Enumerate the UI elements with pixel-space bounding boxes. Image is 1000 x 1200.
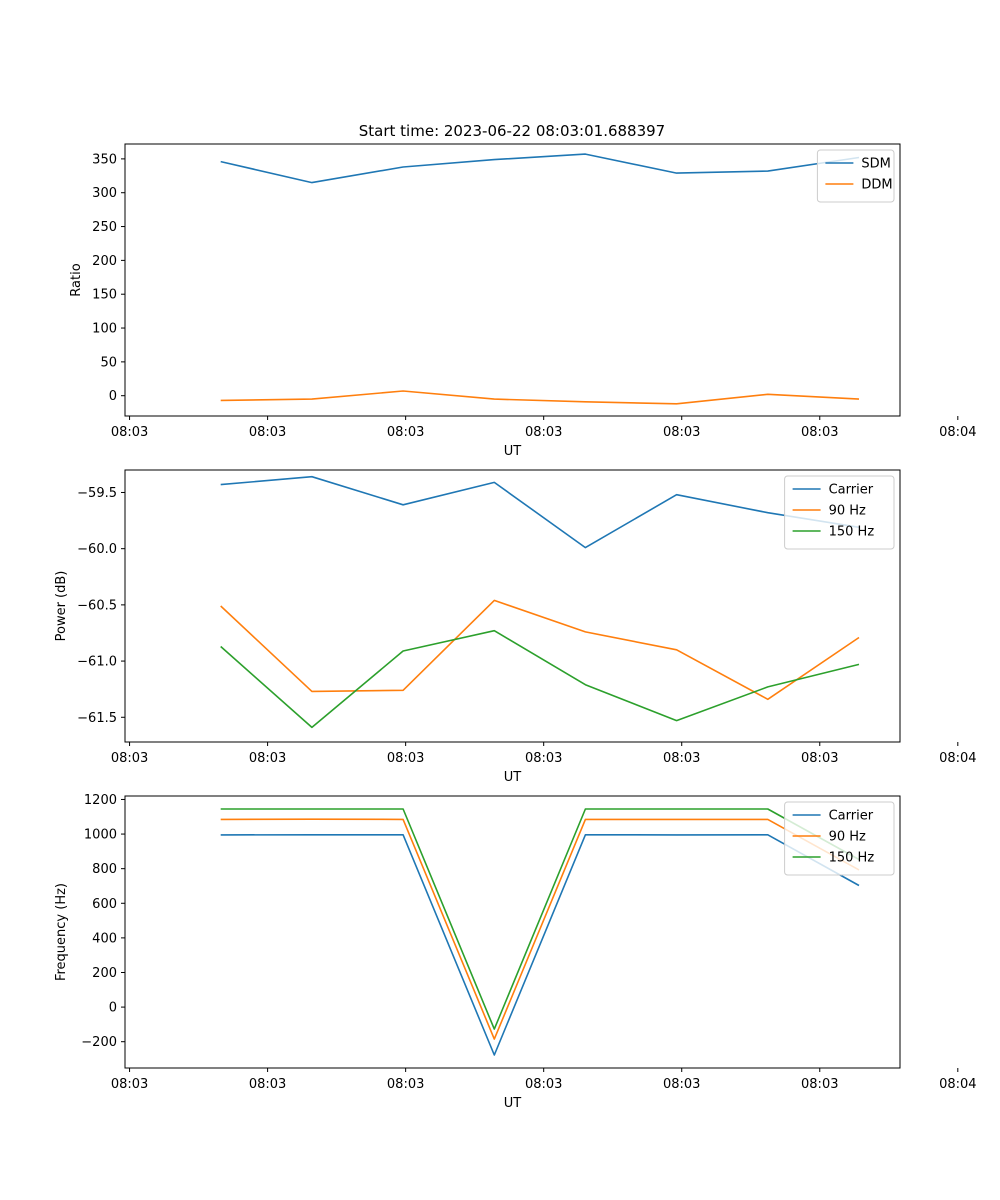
series-line-150-hz (220, 629, 860, 729)
chart-3: 08:03 08:03 08:03 08:03 08:03 08:03 08:04 −200 0… (54, 793, 977, 1111)
y-tick-label: 250 (92, 220, 117, 235)
y-axis-label: Ratio (69, 263, 84, 296)
y-tick-label: 200 (92, 254, 117, 269)
chart-2: 08:03 08:03 08:03 08:03 08:03 08:03 08:04 −59.5… (54, 469, 977, 785)
legend-label: SDM (861, 157, 890, 172)
x-tick-label: 08:03 (801, 1077, 838, 1092)
y-tick-label: −60.0 (77, 542, 117, 557)
x-tick-label: 08:04 (939, 1077, 976, 1092)
legend-label: 90 Hz (829, 504, 866, 519)
x-tick-label: 08:03 (663, 751, 700, 766)
x-tick-label: 08:03 (387, 1077, 424, 1092)
x-tick-label: 08:03 (663, 1077, 700, 1092)
legend-label: 90 Hz (829, 830, 866, 845)
y-tick-label: 600 (92, 897, 117, 912)
x-tick-label: 08:03 (525, 425, 562, 440)
legend-label: 150 Hz (829, 525, 875, 540)
chart-1: 08:03 08:03 08:03 08:03 08:03 08:03 08:04 0 50 10… (69, 143, 977, 459)
y-tick-label: −59.5 (77, 486, 117, 501)
y-tick-label: 200 (92, 966, 117, 981)
legend-label: DDM (861, 178, 892, 193)
x-tick-label: 08:03 (111, 425, 148, 440)
y-tick-label: 400 (92, 931, 117, 946)
y-tick-label: 1200 (84, 793, 117, 808)
y-tick-label: 350 (92, 152, 117, 167)
x-tick-label: 08:03 (111, 751, 148, 766)
x-tick-label: 08:03 (801, 751, 838, 766)
x-axis-label: UT (504, 770, 522, 785)
x-tick-label: 08:03 (249, 1077, 286, 1092)
x-axis-label: UT (504, 444, 522, 459)
y-tick-label: −61.0 (77, 655, 117, 670)
y-tick-label: −60.5 (77, 598, 117, 613)
y-tick-label: 50 (100, 355, 117, 370)
x-tick-label: 08:03 (249, 425, 286, 440)
series-line-ddm (220, 390, 860, 405)
y-axis-label: Frequency (Hz) (54, 883, 69, 981)
x-tick-label: 08:04 (939, 751, 976, 766)
legend-label: Carrier (829, 483, 874, 498)
y-tick-label: 0 (109, 1001, 117, 1016)
y-tick-label: 100 (92, 322, 117, 337)
x-tick-label: 08:04 (939, 425, 976, 440)
legend-label: 150 Hz (829, 851, 875, 866)
figure-title: Start time: 2023-06-22 08:03:01.688397 (359, 122, 665, 140)
y-tick-label: 1000 (84, 828, 117, 843)
plot-frame (124, 795, 901, 1069)
legend-label: Carrier (829, 809, 874, 824)
x-tick-label: 08:03 (387, 751, 424, 766)
x-tick-label: 08:03 (249, 751, 286, 766)
y-tick-label: 300 (92, 186, 117, 201)
x-tick-label: 08:03 (525, 1077, 562, 1092)
x-tick-label: 08:03 (663, 425, 700, 440)
y-tick-label: −200 (81, 1035, 117, 1050)
y-tick-label: 150 (92, 288, 117, 303)
y-axis-label: Power (dB) (54, 571, 69, 642)
series-line-carrier (220, 475, 860, 549)
y-tick-label: 800 (92, 862, 117, 877)
y-tick-label: −61.5 (77, 711, 117, 726)
series-line-90-hz (220, 818, 860, 1040)
series-line-sdm (220, 153, 860, 184)
y-tick-label: 0 (109, 389, 117, 404)
plot-frame (124, 469, 901, 743)
x-tick-label: 08:03 (111, 1077, 148, 1092)
series-line-90-hz (220, 599, 860, 701)
series-line-150-hz (220, 808, 860, 1030)
x-tick-label: 08:03 (801, 425, 838, 440)
series-line-carrier (220, 833, 860, 1056)
x-tick-label: 08:03 (387, 425, 424, 440)
plot-frame (124, 143, 901, 417)
x-axis-label: UT (504, 1096, 522, 1111)
x-tick-label: 08:03 (525, 751, 562, 766)
